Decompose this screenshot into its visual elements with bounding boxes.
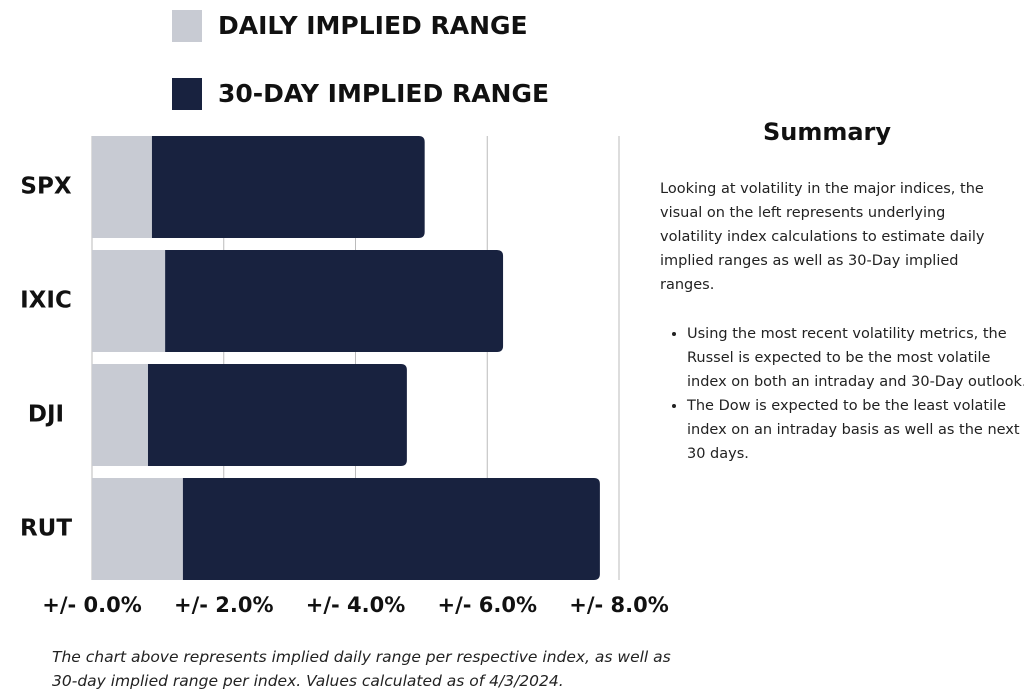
bar-segment	[92, 478, 183, 580]
bar-segment	[92, 136, 152, 238]
y-tick-label: SPX	[20, 174, 71, 200]
legend-label: DAILY IMPLIED RANGE	[218, 11, 528, 40]
bar-segment	[92, 250, 166, 352]
caption: The chart above represents implied daily…	[52, 648, 671, 690]
y-tick-label: RUT	[20, 516, 72, 542]
x-tick-label: +/- 8.0%	[569, 593, 669, 617]
bullet: The Dow is expected to be the least vola…	[687, 394, 1024, 466]
summary-title: Summary	[762, 118, 892, 146]
y-tick-label: DJI	[28, 402, 64, 428]
summary-bullets: Using the most recent volatility metrics…	[660, 322, 1024, 466]
bullet: Using the most recent volatility metrics…	[687, 322, 1024, 394]
legend-swatch	[172, 10, 202, 42]
y-tick-label: IXIC	[20, 288, 72, 314]
bar-segment	[92, 364, 148, 466]
legend-swatch	[172, 78, 202, 110]
bar-segment	[147, 364, 407, 466]
x-tick-label: +/- 6.0%	[437, 593, 537, 617]
x-tick-label: +/- 2.0%	[174, 593, 274, 617]
bar-segment	[165, 250, 504, 352]
legend-label: 30-DAY IMPLIED RANGE	[218, 79, 549, 108]
x-tick-label: +/- 0.0%	[42, 593, 142, 617]
summary-paragraph: Looking at volatility in the major indic…	[660, 181, 985, 293]
x-tick-label: +/- 4.0%	[306, 593, 406, 617]
bar-segment	[151, 136, 425, 238]
bar-segment	[182, 478, 600, 580]
